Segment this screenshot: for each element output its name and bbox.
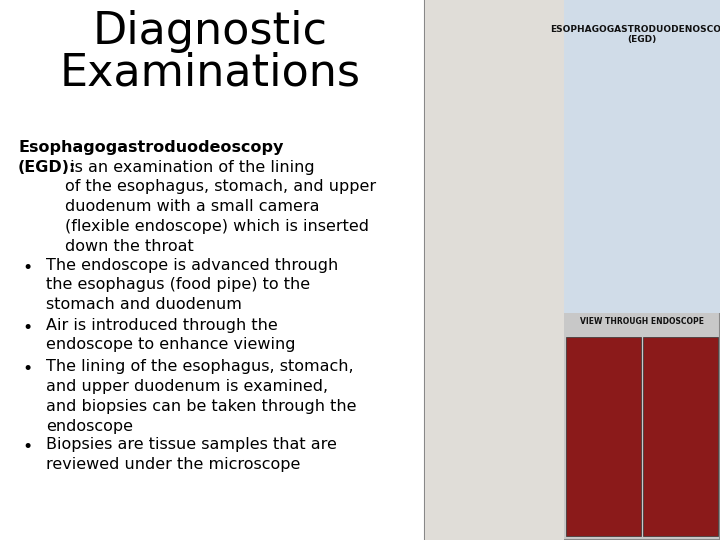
Text: Diagnostic: Diagnostic [93, 10, 328, 53]
Text: Examinations: Examinations [60, 52, 361, 95]
Bar [643, 337, 718, 536]
Text: VIEW THROUGH ENDOSCOPE: VIEW THROUGH ENDOSCOPE [580, 317, 703, 326]
Text: Air is introduced through the
endoscope to enhance viewing: Air is introduced through the endoscope … [46, 318, 295, 352]
Text: is an examination of the lining
of the esophagus, stomach, and upper
duodenum wi: is an examination of the lining of the e… [65, 160, 376, 254]
Text: •: • [22, 259, 32, 276]
Bar [564, 0, 720, 313]
Bar [425, 0, 564, 540]
Text: Biopsies are tissue samples that are
reviewed under the microscope: Biopsies are tissue samples that are rev… [46, 437, 337, 472]
Text: ESOPHAGOGASTRODUODENOSCOPY
(EGD): ESOPHAGOGASTRODUODENOSCOPY (EGD) [550, 25, 720, 44]
Text: •: • [22, 319, 32, 336]
Text: •: • [22, 438, 32, 456]
Text: •: • [22, 361, 32, 379]
Bar [565, 337, 641, 536]
Text: The lining of the esophagus, stomach,
and upper duodenum is examined,
and biopsi: The lining of the esophagus, stomach, an… [46, 360, 356, 434]
Text: Esophagogastroduodeoscopy: Esophagogastroduodeoscopy [18, 140, 284, 155]
Text: The endoscope is advanced through
the esophagus (food pipe) to the
stomach and d: The endoscope is advanced through the es… [46, 258, 338, 312]
Bar [425, 0, 720, 540]
Text: (EGD):: (EGD): [18, 160, 76, 174]
